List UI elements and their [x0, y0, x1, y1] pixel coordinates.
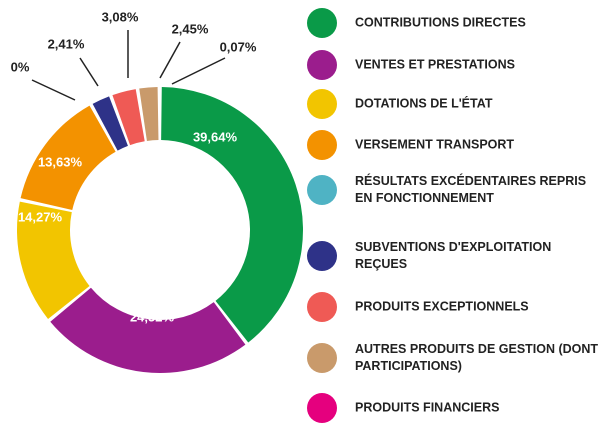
legend-label: RÉSULTATS EXCÉDENTAIRES REPRIS EN FONCTI… [355, 173, 600, 207]
value-label: 2,41% [48, 36, 85, 51]
legend-label: SUBVENTIONS D'EXPLOITATION REÇUES [355, 239, 600, 273]
legend-item: CONTRIBUTIONS DIRECTES [307, 3, 607, 43]
value-label: 13,63% [38, 154, 83, 169]
legend-item: VENTES ET PRESTATIONS [307, 45, 607, 85]
legend-item: PRODUITS EXCEPTIONNELS [307, 287, 607, 327]
legend-item: DOTATIONS DE L'ÉTAT [307, 84, 607, 124]
legend-label: CONTRIBUTIONS DIRECTES [355, 15, 600, 32]
leader-line [160, 42, 180, 78]
legend-item: RÉSULTATS EXCÉDENTAIRES REPRIS EN FONCTI… [307, 170, 607, 210]
value-label: 3,08% [102, 9, 139, 24]
legend-swatch [307, 292, 337, 322]
value-label: 2,45% [172, 21, 209, 36]
value-label: 0% [11, 59, 30, 74]
legend-swatch [307, 343, 337, 373]
legend-label: DOTATIONS DE L'ÉTAT [355, 96, 600, 113]
legend-swatch [307, 89, 337, 119]
legend-swatch [307, 393, 337, 423]
legend-swatch [307, 50, 337, 80]
value-label: 39,64% [193, 129, 238, 144]
legend-label: AUTRES PRODUITS DE GESTION (DONT PARTICI… [355, 341, 600, 375]
legend-swatch [307, 175, 337, 205]
donut-segment [161, 87, 303, 343]
legend-swatch [307, 8, 337, 38]
leader-line [80, 58, 98, 86]
legend-swatch [307, 130, 337, 160]
leader-line [172, 58, 225, 84]
legend-label: PRODUITS EXCEPTIONNELS [355, 299, 600, 316]
legend-label: VENTES ET PRESTATIONS [355, 57, 600, 74]
legend-label: PRODUITS FINANCIERS [355, 400, 600, 417]
legend-swatch [307, 241, 337, 271]
value-label: 0,07% [220, 39, 257, 54]
legend-item: SUBVENTIONS D'EXPLOITATION REÇUES [307, 236, 607, 276]
value-label: 14,27% [18, 209, 63, 224]
leader-line [32, 80, 75, 100]
value-label: 24,52% [130, 309, 175, 324]
legend-label: VERSEMENT TRANSPORT [355, 137, 600, 154]
legend-item: VERSEMENT TRANSPORT [307, 125, 607, 165]
legend-item: PRODUITS FINANCIERS [307, 388, 607, 428]
legend-item: AUTRES PRODUITS DE GESTION (DONT PARTICI… [307, 338, 607, 378]
